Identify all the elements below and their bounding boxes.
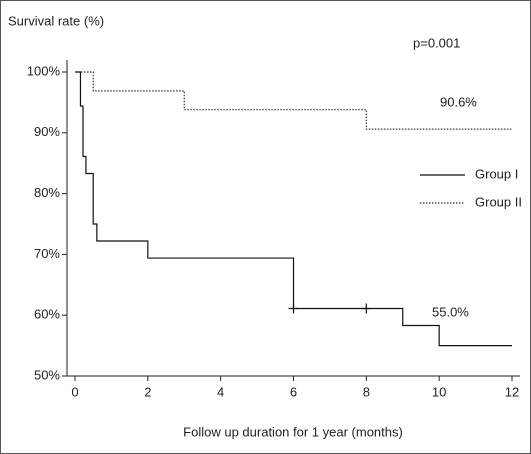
x-tick-label: 8 [363,384,370,399]
censor-mark [361,303,372,314]
x-tick-label: 2 [144,384,151,399]
y-tick-label: 80% [34,185,60,200]
y-axis-title: Survival rate (%) [8,13,104,28]
x-tick-label: 0 [71,384,78,399]
y-tick-label: 100% [27,63,61,78]
legend-label: Group I [475,166,518,181]
x-axis-title: Follow up duration for 1 year (months) [183,424,403,439]
x-tick-label: 6 [290,384,297,399]
p-value: p=0.001 [413,35,460,50]
x-tick-label: 4 [217,384,224,399]
x-tick-label: 10 [432,384,446,399]
group-ii-annotation: 90.6% [440,94,477,109]
censor-mark [288,303,299,314]
group-i-annotation: 55.0% [432,304,469,319]
survival-curve [75,71,512,347]
y-tick-label: 70% [34,246,60,261]
y-tick-label: 50% [34,367,60,382]
survival-curve [75,71,512,130]
y-tick-label: 60% [34,307,60,322]
y-tick-label: 90% [34,124,60,139]
x-tick-label: 12 [505,384,519,399]
legend-label: Group II [475,194,522,209]
